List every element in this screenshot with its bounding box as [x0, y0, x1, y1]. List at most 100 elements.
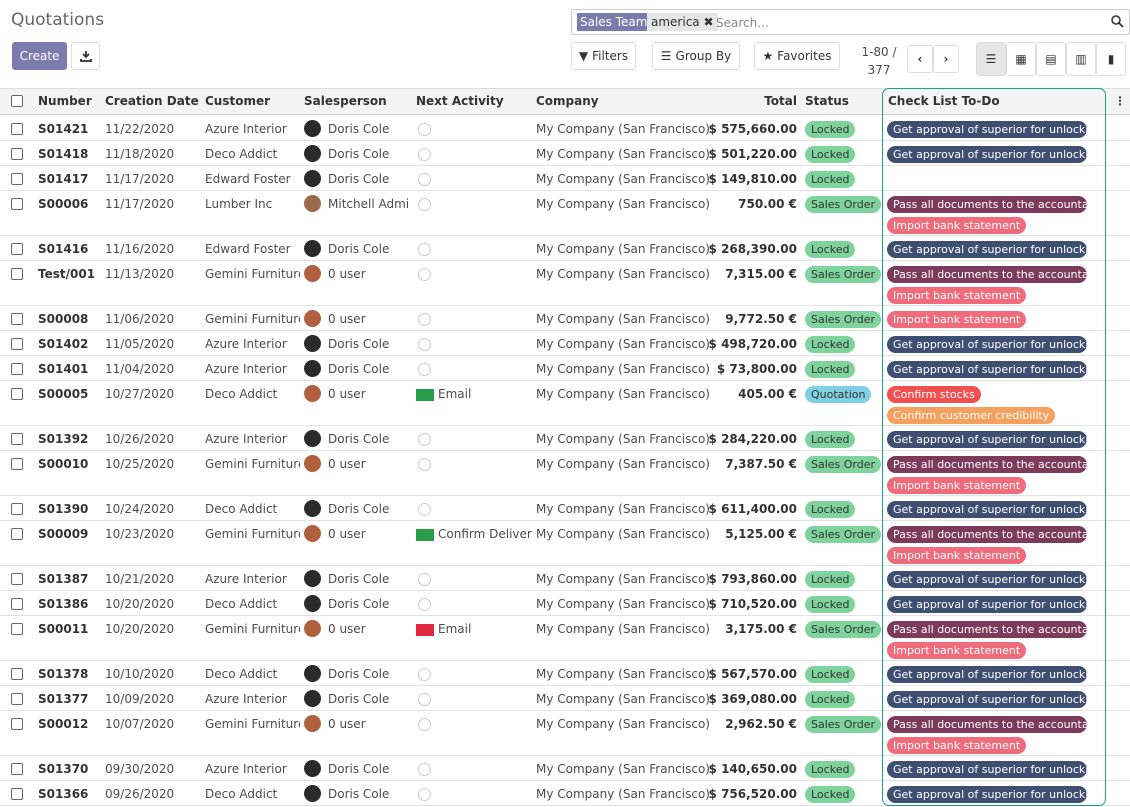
table-row[interactable]: S01421 11/22/2020 Azure Interior Doris Cole… — [0, 116, 1130, 141]
creation-date: 10/20/2020 — [105, 597, 175, 611]
row-checkbox[interactable] — [11, 503, 23, 515]
row-checkbox[interactable] — [11, 693, 23, 705]
row-checkbox[interactable] — [11, 718, 23, 730]
create-button[interactable]: Create — [12, 42, 67, 70]
table-row[interactable]: Test/001 11/13/2020 Gemini Furniture 0 user… — [0, 261, 1130, 306]
table-row[interactable]: S00005 10/27/2020 Deco Addict 0 user Email My… — [0, 381, 1130, 426]
company: My Company (San Francisco) — [536, 717, 710, 731]
pager-range: 1-80 / — [861, 45, 897, 59]
table-row[interactable]: S00011 10/20/2020 Gemini Furniture 0 user Em… — [0, 616, 1130, 661]
download-icon — [79, 51, 92, 62]
row-checkbox[interactable] — [11, 388, 23, 400]
company: My Company (San Francisco) — [536, 172, 710, 186]
company: My Company (San Francisco) — [536, 597, 710, 611]
column-options[interactable]: ⋮ — [1114, 94, 1126, 108]
status-badge: Locked — [805, 501, 856, 518]
activity-clock — [418, 243, 431, 256]
select-all[interactable] — [11, 95, 23, 107]
groupby-button[interactable]: ☰ Group By — [652, 42, 740, 70]
salesperson: 0 user — [328, 267, 366, 281]
table-row[interactable]: S00006 11/17/2020 Lumber Inc Mitchell Admin… — [0, 191, 1130, 236]
checklist: Get approval of superior for unlocki... — [887, 571, 1087, 592]
creation-date: 11/17/2020 — [105, 172, 175, 186]
favorites-button[interactable]: ★ Favorites — [754, 42, 840, 70]
table-row[interactable]: S01390 10/24/2020 Deco Addict Doris Cole My … — [0, 496, 1130, 521]
kanban-view[interactable]: ▦ — [1006, 42, 1036, 76]
column-header: Company — [536, 94, 599, 108]
row-checkbox[interactable] — [11, 338, 23, 350]
avatar — [304, 385, 321, 402]
table-row[interactable]: S00010 10/25/2020 Gemini Furniture 0 user My… — [0, 451, 1130, 496]
pivot-view[interactable]: ▥ — [1066, 42, 1096, 76]
activity-icon — [416, 624, 434, 636]
row-checkbox[interactable] — [11, 363, 23, 375]
download-button[interactable] — [71, 42, 100, 70]
checklist-tag: Import bank statement — [887, 217, 1027, 234]
pager-next[interactable]: › — [933, 45, 959, 73]
row-checkbox[interactable] — [11, 313, 23, 325]
status-badge: Locked — [805, 571, 856, 588]
table-row[interactable]: S01417 11/17/2020 Edward Foster Doris Cole M… — [0, 166, 1130, 191]
activity-clock — [418, 668, 431, 681]
avatar — [304, 240, 321, 257]
table-row[interactable]: S01386 10/20/2020 Deco Addict Doris Cole My … — [0, 591, 1130, 616]
calendar-view[interactable]: ▤ — [1036, 42, 1066, 76]
row-checkbox[interactable] — [11, 528, 23, 540]
table-row[interactable]: S01416 11/16/2020 Edward Foster Doris Cole M… — [0, 236, 1130, 261]
table-row[interactable]: S00012 10/07/2020 Gemini Furniture 0 user My… — [0, 711, 1130, 756]
search-bar[interactable]: Sales Team america ✖ Search... — [571, 9, 1130, 35]
table-row[interactable]: S01387 10/21/2020 Azure Interior Doris Cole… — [0, 566, 1130, 591]
filters-button[interactable]: ▼ Filters — [571, 42, 636, 70]
row-checkbox[interactable] — [11, 123, 23, 135]
pager-prev[interactable]: ‹ — [907, 45, 933, 73]
checklist: Get approval of superior for unlocki... — [887, 146, 1087, 167]
row-checkbox[interactable] — [11, 573, 23, 585]
salesperson: Doris Cole — [328, 572, 390, 586]
table-row[interactable]: S00009 10/23/2020 Gemini Furniture 0 user Co… — [0, 521, 1130, 566]
row-checkbox[interactable] — [11, 458, 23, 470]
row-checkbox[interactable] — [11, 148, 23, 160]
avatar — [304, 170, 321, 187]
next-activity: Email — [438, 622, 472, 636]
row-checkbox[interactable] — [11, 243, 23, 255]
graph-view[interactable]: ▮ — [1096, 42, 1126, 76]
salesperson: 0 user — [328, 622, 366, 636]
checklist-tag: Pass all documents to the accountant — [887, 716, 1087, 733]
avatar — [304, 715, 321, 732]
salesperson: Doris Cole — [328, 692, 390, 706]
status-badge: Sales Order — [805, 621, 882, 638]
row-checkbox[interactable] — [11, 433, 23, 445]
table-row[interactable]: S01418 11/18/2020 Deco Addict Doris Cole My … — [0, 141, 1130, 166]
row-checkbox[interactable] — [11, 198, 23, 210]
table-row[interactable]: S01370 09/30/2020 Azure Interior Doris Cole… — [0, 756, 1130, 781]
table-row[interactable]: S01392 10/26/2020 Azure Interior Doris Cole… — [0, 426, 1130, 451]
row-checkbox[interactable] — [11, 598, 23, 610]
salesperson: Doris Cole — [328, 787, 390, 801]
table-row[interactable]: S01377 10/09/2020 Azure Interior Doris Cole… — [0, 686, 1130, 711]
pager-total: 377 — [867, 63, 891, 77]
table-row[interactable]: S01378 10/10/2020 Deco Addict Doris Cole My … — [0, 661, 1130, 686]
row-checkbox[interactable] — [11, 623, 23, 635]
checklist-tag: Import bank statement — [887, 547, 1027, 564]
list-view[interactable]: ☰ — [976, 42, 1006, 76]
table-row[interactable]: S01402 11/05/2020 Azure Interior Doris Cole… — [0, 331, 1130, 356]
table-row[interactable]: S01366 09/26/2020 Deco Addict Doris Cole My … — [0, 781, 1130, 806]
pager: 1-80 / 377 — [858, 43, 900, 79]
checklist-tag: Pass all documents to the accountant — [887, 266, 1087, 283]
company: My Company (San Francisco) — [536, 122, 710, 136]
row-checkbox[interactable] — [11, 173, 23, 185]
order-number: S01377 — [38, 692, 89, 706]
row-checkbox[interactable] — [11, 268, 23, 280]
checklist-tag: Get approval of superior for unlocki... — [887, 786, 1087, 803]
customer: Azure Interior — [205, 122, 287, 136]
table-row[interactable]: S01401 11/04/2020 Azure Interior Doris Cole… — [0, 356, 1130, 381]
row-checkbox[interactable] — [11, 763, 23, 775]
row-checkbox[interactable] — [11, 788, 23, 800]
table-row[interactable]: S00008 11/06/2020 Gemini Furniture 0 user My… — [0, 306, 1130, 331]
activity-icon — [416, 529, 434, 541]
salesperson: Doris Cole — [328, 362, 390, 376]
column-header: Total — [764, 94, 797, 108]
creation-date: 10/07/2020 — [105, 717, 175, 731]
row-checkbox[interactable] — [11, 668, 23, 680]
